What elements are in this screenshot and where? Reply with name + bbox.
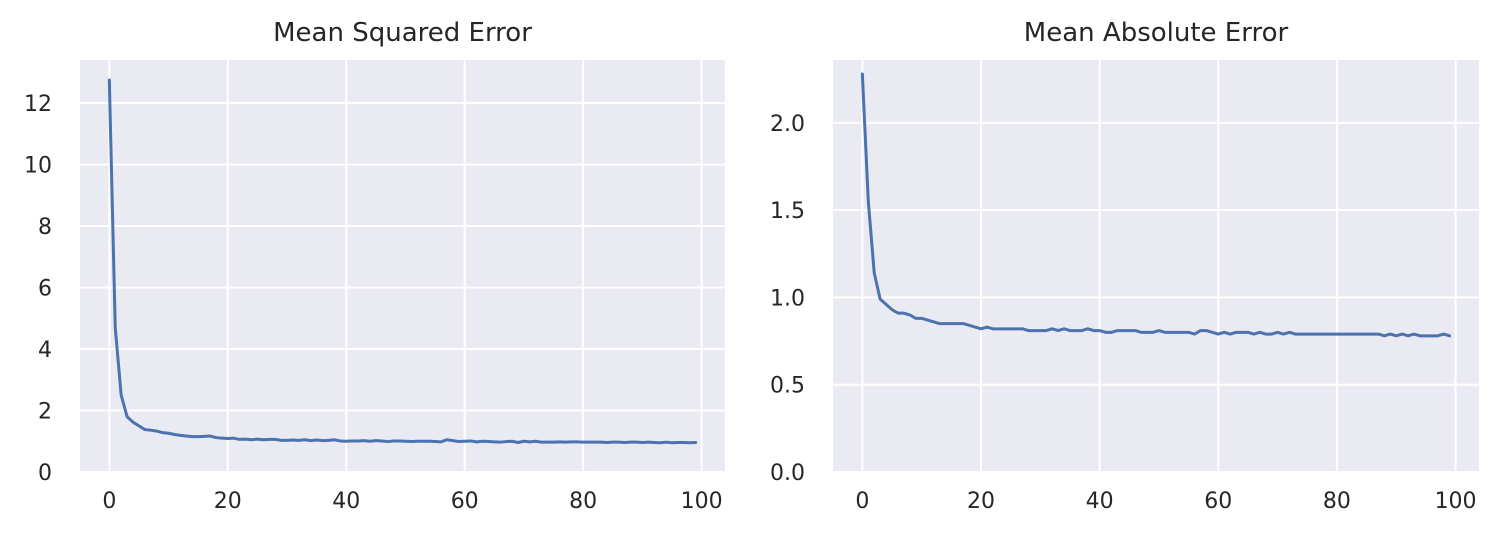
mae-plot-background [833,60,1479,472]
mae-x-tick-label: 100 [1435,489,1477,514]
mse-x-tick-label: 0 [102,489,116,514]
mae-y-tick-label: 2.0 [770,112,805,137]
mse-x-tick-label: 40 [332,489,360,514]
mse-series-line-0 [107,78,698,445]
mse-x-tick-label: 100 [681,489,723,514]
mae-x-tick-label: 20 [967,489,995,514]
mae-chart-panel: 0 20 40 60 80 100 0.0 0.5 1.0 1.5 2.0 Mean Absolute… [770,18,1479,514]
mse-x-tick-label: 80 [569,489,597,514]
mae-y-tick-label: 0.0 [770,461,805,486]
mse-y-tick-label: 4 [38,338,52,363]
mse-y-tick-label: 10 [24,154,52,179]
mse-y-tick-label: 12 [24,92,52,117]
mae-x-tick-label: 0 [855,489,869,514]
mse-x-tick-label: 20 [214,489,242,514]
mse-chart-panel: 0 20 40 60 80 100 0 2 4 6 8 10 12 Mean Squared Error [24,18,725,514]
mse-y-tick-label: 2 [38,400,52,425]
mse-plot-background [80,60,725,472]
mse-chart-title: Mean Squared Error [273,18,532,48]
mse-y-tick-label: 8 [38,215,52,240]
mae-chart-title: Mean Absolute Error [1024,18,1289,48]
mae-y-tick-label: 1.5 [770,199,805,224]
mae-y-tick-label: 1.0 [770,286,805,311]
mae-x-tick-label: 80 [1323,489,1351,514]
mse-y-tick-label: 6 [38,277,52,302]
mae-y-tick-label: 0.5 [770,374,805,399]
mae-x-tick-label: 40 [1086,489,1114,514]
mse-y-tick-label: 0 [38,461,52,486]
mae-series-line-0 [860,72,1452,338]
mae-x-tick-label: 60 [1204,489,1232,514]
mse-x-tick-label: 60 [451,489,479,514]
